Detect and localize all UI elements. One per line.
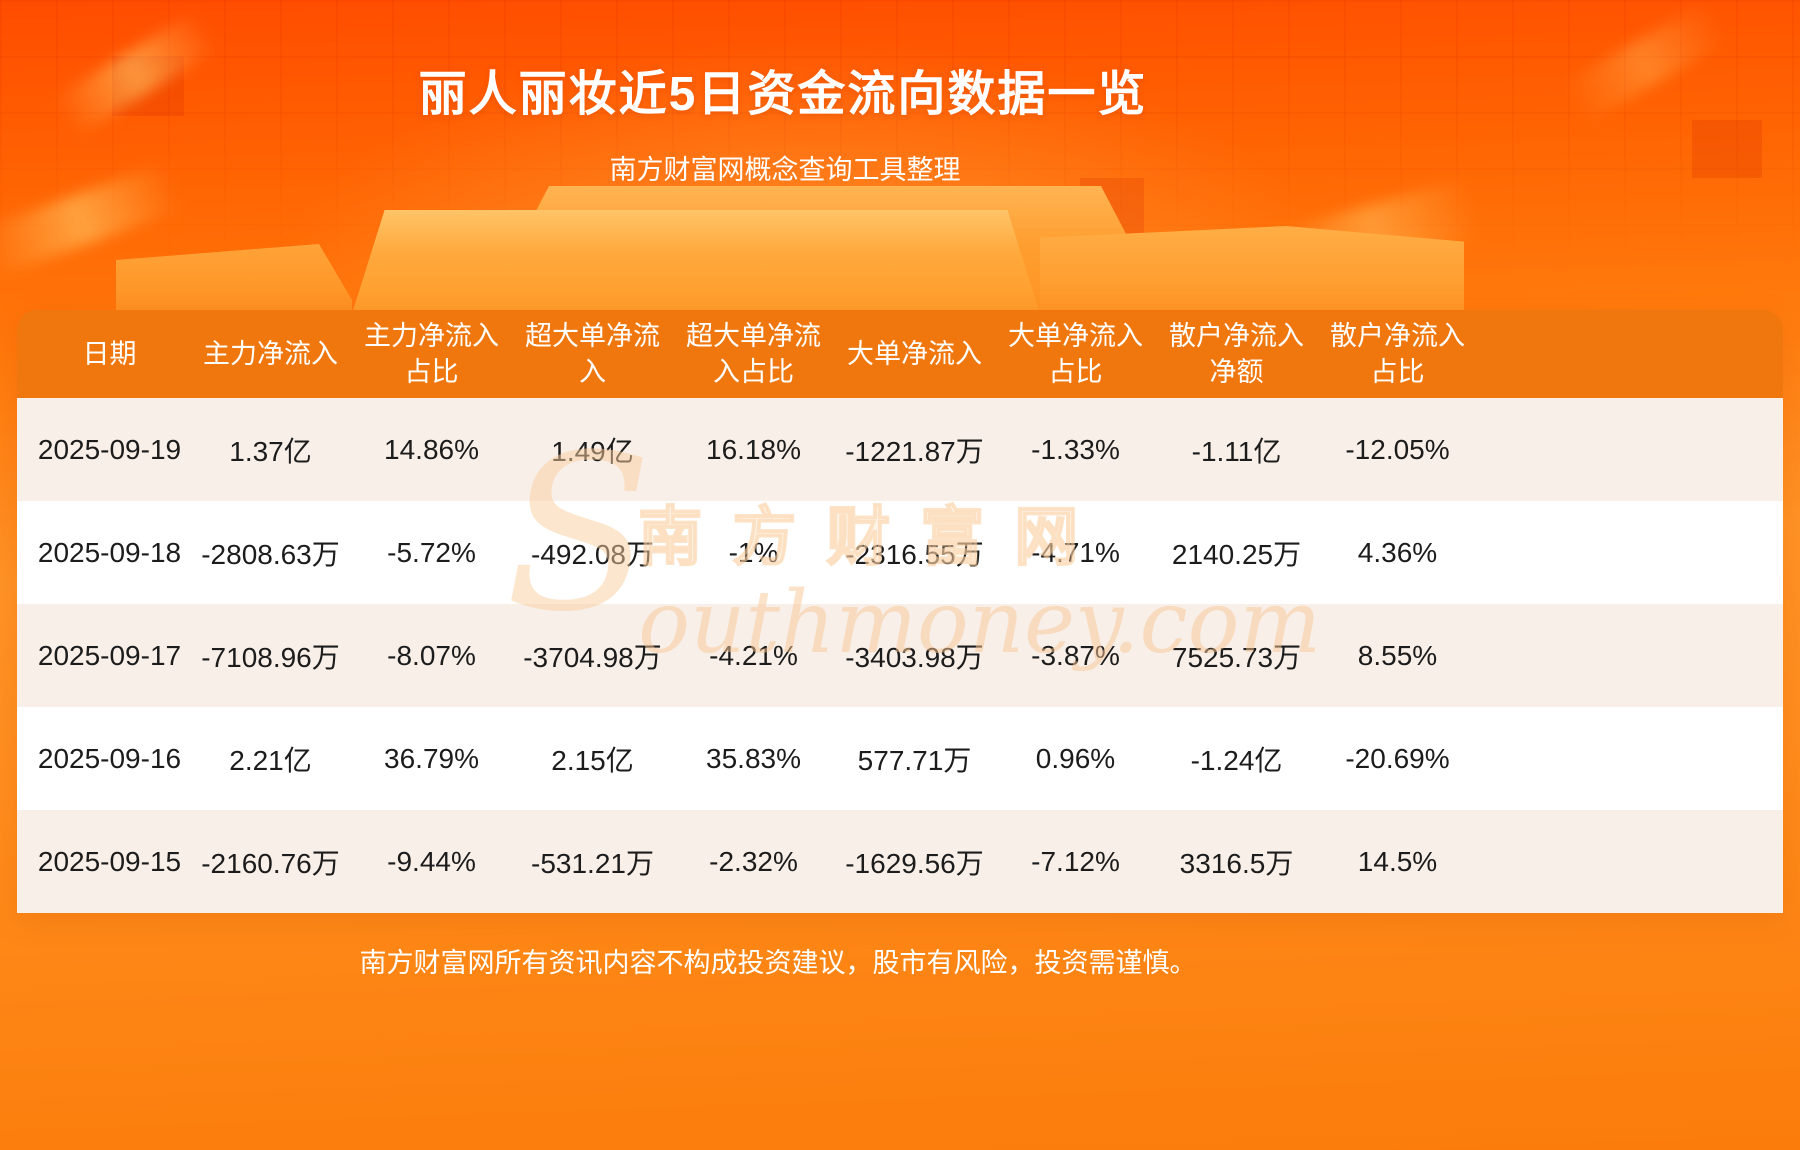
cell-large-inflow-ratio: -1.33% bbox=[1031, 433, 1120, 465]
table-row: 2025-09-17 -7108.96万 -8.07% -3704.98万 -4… bbox=[17, 604, 1783, 707]
column-header-main-inflow-ratio: 主力净流入占比 bbox=[364, 320, 499, 387]
cell-super-large-inflow: -531.21万 bbox=[531, 847, 654, 879]
column-header-date: 日期 bbox=[82, 338, 137, 369]
cell-large-inflow-ratio: -7.12% bbox=[1031, 845, 1120, 877]
column-header-large-inflow: 大单净流入 bbox=[847, 338, 982, 369]
column-header-super-large-inflow-ratio: 超大单净流入占比 bbox=[686, 320, 821, 387]
cell-main-inflow: -2160.76万 bbox=[201, 847, 340, 879]
cell-main-inflow-ratio: -9.44% bbox=[387, 845, 476, 877]
cell-retail-inflow: 2140.25万 bbox=[1171, 538, 1302, 570]
cell-date: 2025-09-17 bbox=[37, 639, 182, 671]
cell-retail-inflow: -1.11亿 bbox=[1191, 435, 1282, 467]
table-row: 2025-09-15 -2160.76万 -9.44% -531.21万 -2.… bbox=[17, 810, 1783, 913]
cell-large-inflow: -3403.98万 bbox=[845, 641, 984, 673]
cell-retail-inflow: -1.24亿 bbox=[1190, 744, 1283, 776]
cell-super-large-inflow: 2.15亿 bbox=[551, 744, 634, 776]
cell-retail-inflow-ratio: -12.05% bbox=[1345, 433, 1450, 465]
cell-date: 2025-09-18 bbox=[37, 536, 182, 568]
cell-super-large-inflow-ratio: -4.21% bbox=[709, 639, 798, 671]
cell-date: 2025-09-15 bbox=[37, 845, 182, 877]
cell-super-large-inflow-ratio: -2.32% bbox=[709, 845, 798, 877]
cell-retail-inflow: 3316.5万 bbox=[1179, 847, 1294, 879]
cell-main-inflow: 1.37亿 bbox=[229, 435, 312, 467]
cell-super-large-inflow-ratio: -1% bbox=[728, 536, 779, 568]
cell-main-inflow: -2808.63万 bbox=[201, 538, 340, 570]
column-header-large-inflow-ratio: 大单净流入占比 bbox=[1008, 320, 1143, 387]
background-patch bbox=[1692, 120, 1762, 178]
cell-super-large-inflow: -3704.98万 bbox=[523, 641, 662, 673]
table-row: 2025-09-16 2.21亿 36.79% 2.15亿 35.83% 577… bbox=[17, 707, 1783, 810]
cell-large-inflow: -1629.56万 bbox=[845, 847, 984, 879]
cell-large-inflow: -2316.55万 bbox=[845, 538, 984, 570]
cell-date: 2025-09-19 bbox=[37, 433, 182, 465]
cell-date: 2025-09-16 bbox=[37, 742, 182, 774]
table-row: 2025-09-19 1.37亿 14.86% 1.49亿 16.18% -12… bbox=[17, 398, 1783, 501]
cell-main-inflow-ratio: 36.79% bbox=[384, 742, 479, 774]
column-header-main-inflow: 主力净流入 bbox=[203, 338, 338, 369]
cell-super-large-inflow-ratio: 35.83% bbox=[706, 742, 801, 774]
table-header-row: 日期 主力净流入 主力净流入占比 超大单净流入 超大单净流入占比 大单净流入 大… bbox=[17, 310, 1783, 398]
column-header-retail-inflow-ratio: 散户净流入占比 bbox=[1330, 320, 1465, 387]
disclaimer-text: 南方财富网所有资讯内容不构成投资建议，股市有风险，投资需谨慎。 bbox=[359, 948, 1197, 978]
cell-large-inflow-ratio: -4.71% bbox=[1031, 536, 1120, 568]
cell-main-inflow-ratio: -5.72% bbox=[387, 536, 476, 568]
cell-main-inflow-ratio: 14.86% bbox=[384, 433, 479, 465]
cell-super-large-inflow-ratio: 16.18% bbox=[706, 433, 801, 465]
cell-super-large-inflow: -492.08万 bbox=[531, 538, 654, 570]
cell-large-inflow-ratio: -3.87% bbox=[1031, 639, 1120, 671]
cell-retail-inflow-ratio: -20.69% bbox=[1345, 742, 1450, 774]
podium-right-shape bbox=[1040, 226, 1464, 324]
column-header-super-large-inflow: 超大单净流入 bbox=[525, 320, 660, 387]
fund-flow-table: 日期 主力净流入 主力净流入占比 超大单净流入 超大单净流入占比 大单净流入 大… bbox=[17, 310, 1783, 913]
cell-main-inflow-ratio: -8.07% bbox=[387, 639, 476, 671]
cell-retail-inflow-ratio: 4.36% bbox=[1357, 536, 1438, 568]
cell-large-inflow-ratio: 0.96% bbox=[1035, 742, 1116, 774]
podium-front-shape bbox=[350, 210, 1042, 320]
cell-large-inflow: 577.71万 bbox=[857, 744, 972, 776]
cell-retail-inflow: 7525.73万 bbox=[1171, 641, 1302, 673]
cell-main-inflow: -7108.96万 bbox=[201, 641, 340, 673]
cell-super-large-inflow: 1.49亿 bbox=[551, 435, 634, 467]
table-row: 2025-09-18 -2808.63万 -5.72% -492.08万 -1%… bbox=[17, 501, 1783, 604]
cell-main-inflow: 2.21亿 bbox=[229, 744, 312, 776]
page-subtitle: 南方财富网概念查询工具整理 bbox=[609, 155, 961, 185]
cell-retail-inflow-ratio: 8.55% bbox=[1357, 639, 1438, 671]
page-title: 丽人丽妆近5日资金流向数据一览 bbox=[418, 68, 1148, 121]
cell-retail-inflow-ratio: 14.5% bbox=[1357, 845, 1438, 877]
cell-large-inflow: -1221.87万 bbox=[845, 435, 984, 467]
column-header-retail-inflow: 散户净流入净额 bbox=[1169, 320, 1304, 387]
